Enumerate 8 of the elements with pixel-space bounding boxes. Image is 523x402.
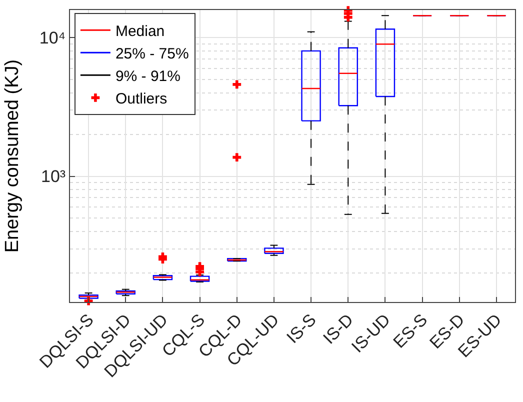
y-axis-title: Energy consumed (KJ) bbox=[2, 59, 24, 253]
legend-label: 9% - 91% bbox=[115, 68, 180, 86]
x-tick-label: IS-S bbox=[283, 310, 320, 348]
legend-label: 25% - 75% bbox=[115, 46, 189, 63]
y-tick-label: 10⁴ bbox=[39, 28, 66, 48]
legend-label: Median bbox=[115, 23, 165, 40]
legend-label: Outliers bbox=[115, 90, 168, 108]
y-tick-label: 10³ bbox=[41, 167, 66, 186]
